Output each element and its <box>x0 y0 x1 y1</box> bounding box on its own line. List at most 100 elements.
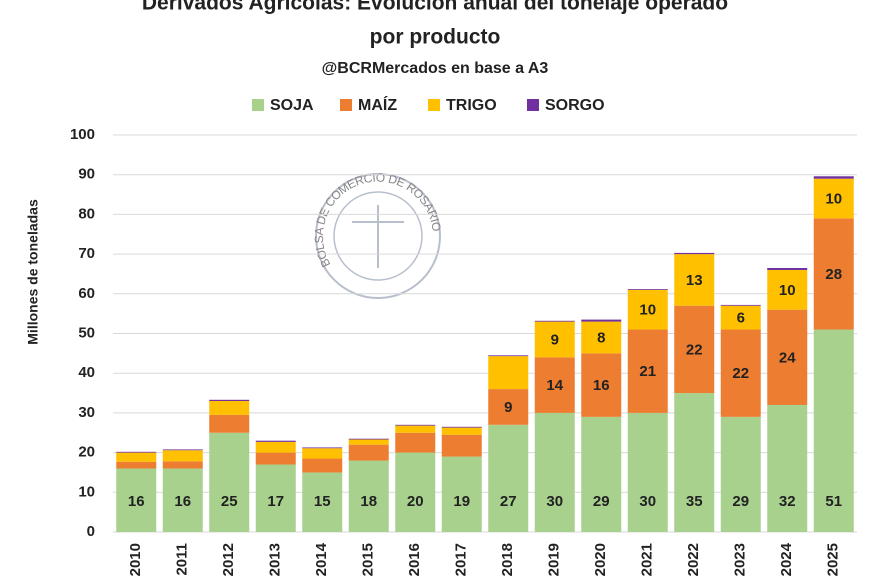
bar-segment <box>255 440 296 442</box>
bar-segment <box>302 447 343 449</box>
data-label: 14 <box>546 377 563 394</box>
bar-segment <box>767 269 808 310</box>
legend-swatch <box>428 99 440 111</box>
x-tick-label: 2017 <box>453 543 470 576</box>
bar-segment <box>255 464 296 532</box>
bar-segment <box>395 424 436 426</box>
data-label: 51 <box>825 493 842 510</box>
bar-segment <box>488 424 529 532</box>
bar-segment <box>116 451 157 453</box>
y-tick-label: 100 <box>70 126 95 143</box>
bar-segment <box>116 468 157 532</box>
legend-label: MAÍZ <box>358 95 397 114</box>
data-label: 10 <box>779 282 796 299</box>
bar-segment <box>627 329 668 413</box>
chart-subtitle: @BCRMercados en base a A3 <box>322 60 549 77</box>
bar-segment <box>720 416 761 532</box>
y-tick-label: 80 <box>78 205 95 222</box>
bar-segment <box>627 289 668 330</box>
data-label: 9 <box>504 399 512 416</box>
data-label: 9 <box>551 331 559 348</box>
legend-swatch <box>527 99 539 111</box>
bar-segment <box>302 458 343 473</box>
bar-segment <box>209 414 250 433</box>
bar-segment <box>813 218 854 330</box>
data-label: 32 <box>779 493 796 510</box>
bar-segment <box>209 399 250 401</box>
legend-label: TRIGO <box>446 97 497 114</box>
data-label: 16 <box>174 493 191 510</box>
bar-segment <box>813 178 854 219</box>
bar-segment <box>581 416 622 532</box>
bar-segment <box>627 412 668 532</box>
data-label: 21 <box>639 363 656 380</box>
data-label: 10 <box>825 190 842 207</box>
bar-segment <box>441 456 482 532</box>
bar-segment <box>209 432 250 532</box>
bar-segment <box>488 355 529 357</box>
legend-label: SOJA <box>270 97 314 114</box>
data-label: 16 <box>128 493 145 510</box>
x-tick-label: 2012 <box>220 543 237 576</box>
legend-swatch <box>252 99 264 111</box>
bar-segment <box>255 452 296 465</box>
bar-segment <box>116 452 157 462</box>
watermark: BOLSA DE COMERCIO DE ROSARIO <box>312 171 444 299</box>
x-tick-label: 2022 <box>685 543 702 576</box>
y-axis-label: Millones de toneladas <box>25 199 41 345</box>
x-tick-label: 2010 <box>127 543 144 576</box>
bar-segment <box>674 305 715 394</box>
bar-segment <box>720 305 761 330</box>
bar-segment <box>162 468 203 532</box>
chart-title: Derivados Agrícolas: Evolución anual del… <box>142 0 728 15</box>
bar-segment <box>395 425 436 433</box>
data-label: 6 <box>737 310 745 327</box>
x-tick-label: 2024 <box>778 542 795 576</box>
bar-segment <box>488 389 529 425</box>
x-tick-label: 2016 <box>406 543 423 576</box>
bar-segment <box>813 329 854 532</box>
bar-segment <box>767 267 808 270</box>
bar-segment <box>395 432 436 453</box>
bar-segment <box>441 434 482 457</box>
bar-segment <box>581 353 622 417</box>
y-tick-label: 0 <box>87 523 95 540</box>
data-label: 22 <box>686 341 703 358</box>
bar-segment <box>302 448 343 459</box>
y-tick-label: 20 <box>78 444 95 461</box>
data-label: 30 <box>639 493 656 510</box>
data-label: 15 <box>314 493 331 510</box>
bar-segment <box>534 412 575 532</box>
data-label: 20 <box>407 493 424 510</box>
legend-label: SORGO <box>545 97 605 114</box>
y-tick-label: 10 <box>78 483 95 500</box>
bar-segment <box>348 439 389 445</box>
data-label: 19 <box>453 493 470 510</box>
bar-segment <box>302 472 343 532</box>
x-tick-label: 2011 <box>174 543 191 576</box>
bar-segment <box>348 438 389 440</box>
bar-segment <box>720 329 761 417</box>
x-tick-label: 2021 <box>639 543 656 576</box>
y-tick-label: 90 <box>78 166 95 183</box>
x-tick-label: 2020 <box>592 543 609 576</box>
data-label: 28 <box>825 266 842 283</box>
x-tick-label: 2019 <box>546 543 563 576</box>
bar-segment <box>162 450 203 462</box>
bar-segment <box>488 356 529 390</box>
x-tick-label: 2015 <box>360 543 377 576</box>
bar-segment <box>813 176 854 179</box>
data-label: 27 <box>500 493 517 510</box>
bar-segment <box>441 427 482 435</box>
y-tick-label: 70 <box>78 245 95 262</box>
bar-segment <box>767 404 808 532</box>
legend-swatch <box>340 99 352 111</box>
data-label: 29 <box>732 493 749 510</box>
bar-segment <box>348 460 389 532</box>
y-tick-label: 40 <box>78 364 95 381</box>
data-label: 35 <box>686 493 703 510</box>
bar-segment <box>534 321 575 358</box>
bar-segment <box>581 319 622 322</box>
bar-segment <box>581 321 622 354</box>
bar-segment <box>162 449 203 451</box>
